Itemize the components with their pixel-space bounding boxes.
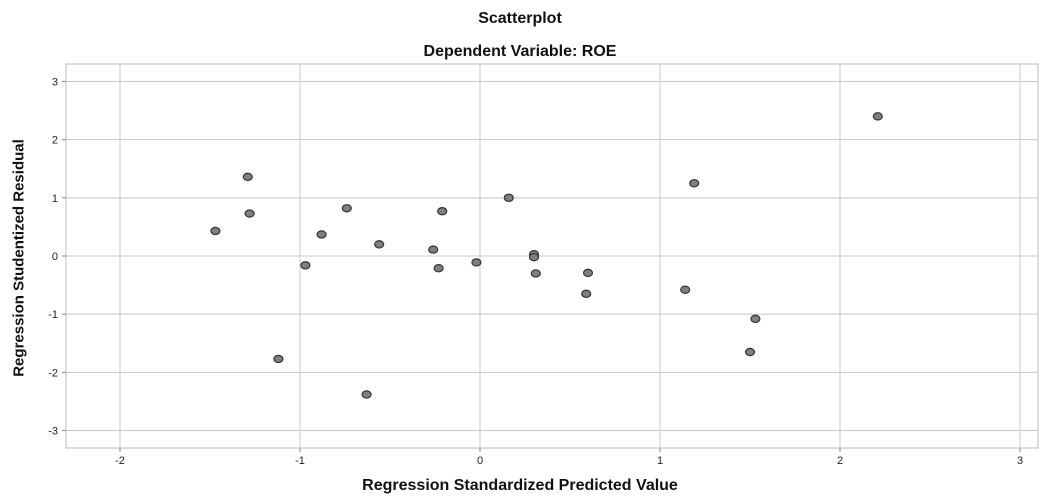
y-tick-label: -2 [48, 367, 58, 379]
y-tick-label: 1 [52, 193, 58, 205]
y-tick-label: -1 [48, 309, 58, 321]
data-point [437, 206, 448, 216]
x-tick-label: -1 [295, 455, 305, 467]
x-tick-label: -2 [115, 455, 125, 467]
x-tick-label: 2 [837, 455, 843, 467]
x-tick-label: 1 [657, 455, 663, 467]
chart-title: Scatterplot [478, 10, 562, 27]
x-tick-label: 0 [477, 455, 483, 467]
y-axis-label: Regression Studentized Residual [10, 139, 28, 377]
data-point [582, 268, 594, 278]
x-tick-label: 3 [1017, 455, 1023, 467]
y-tick-label: 2 [52, 135, 58, 147]
data-point [581, 289, 592, 299]
data-point [374, 240, 385, 249]
y-tick-label: 3 [52, 76, 58, 88]
data-point [273, 354, 284, 364]
data-point [433, 264, 444, 273]
chart-subtitle: Dependent Variable: ROE [423, 43, 617, 60]
data-point [471, 258, 482, 267]
data-point [300, 261, 311, 270]
data-point [341, 204, 352, 213]
data-point [528, 252, 540, 262]
data-point [689, 179, 700, 188]
data-point [503, 193, 514, 203]
data-point [530, 269, 541, 278]
data-point [428, 245, 439, 254]
data-point [361, 390, 372, 399]
data-point [244, 209, 255, 218]
y-tick-label: -3 [48, 426, 58, 438]
data-point [872, 112, 883, 121]
data-point [750, 314, 761, 324]
data-point [744, 347, 756, 357]
x-axis-label: Regression Standardized Predicted Value [362, 477, 678, 494]
data-point [316, 230, 327, 239]
data-point [680, 285, 691, 294]
data-point [210, 226, 221, 236]
y-tick-label: 0 [52, 251, 58, 263]
data-point [242, 172, 253, 182]
